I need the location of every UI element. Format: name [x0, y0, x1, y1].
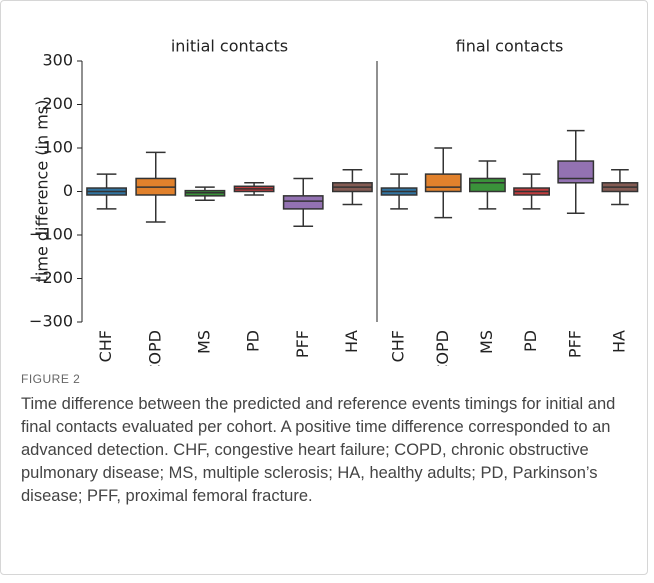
box [469, 177, 506, 193]
chart: time difference (in ms) initial contacts… [29, 37, 639, 376]
x-tick-label: COPD [145, 330, 164, 366]
x-tick-label: PFF [293, 330, 312, 358]
x-tick-label: MS [477, 330, 496, 354]
y-tick-label: 100 [42, 138, 73, 157]
y-tick-label: 200 [42, 94, 73, 113]
x-tick-label: COPD [433, 330, 452, 366]
y-tick-label: −300 [29, 312, 73, 331]
panel-title: final contacts [456, 37, 564, 56]
x-tick-label: PD [244, 330, 263, 352]
box [424, 173, 462, 193]
y-tick-label: 0 [63, 181, 73, 200]
caption: Time difference between the predicted an… [21, 395, 616, 505]
y-tick-label: 300 [42, 51, 73, 70]
y-axis-label: time difference (in ms) [33, 100, 52, 283]
x-tick-label: HA [609, 330, 628, 353]
figure-label: FIGURE 2 [21, 372, 81, 386]
x-tick-label: HA [342, 330, 361, 353]
y-tick-label: −100 [29, 225, 73, 244]
x-tick-label: MS [194, 330, 213, 354]
box [282, 195, 324, 210]
figure: time difference (in ms) initial contacts… [0, 0, 648, 575]
x-tick-label: PD [521, 330, 540, 352]
x-tick-label: PFF [565, 330, 584, 358]
panel-title: initial contacts [171, 37, 288, 56]
box [557, 160, 595, 184]
y-tick-label: −200 [29, 268, 73, 287]
x-tick-label: CHF [96, 330, 115, 362]
x-tick-label: CHF [389, 330, 408, 362]
